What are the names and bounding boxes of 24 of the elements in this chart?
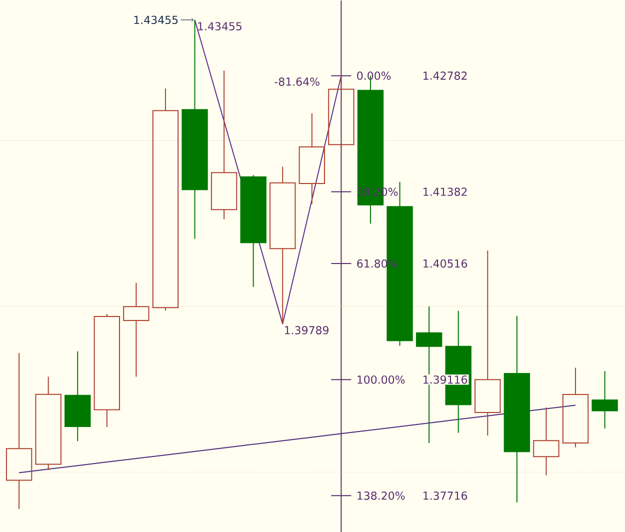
candlestick bbox=[6, 352, 32, 510]
candlestick bbox=[152, 88, 179, 311]
candlestick bbox=[210, 70, 238, 220]
annotation: 1.43455 bbox=[134, 16, 178, 24]
annotation: 138.20% bbox=[358, 491, 405, 500]
candlestick bbox=[533, 406, 560, 476]
candlestick bbox=[474, 250, 501, 436]
annotation: 0.00% bbox=[357, 71, 391, 80]
candlestick bbox=[328, 74, 354, 149]
annotation: 1.43455 bbox=[198, 22, 242, 30]
annotation: -81.64% bbox=[274, 77, 320, 86]
candlestick bbox=[270, 166, 296, 324]
candlestick bbox=[35, 376, 62, 470]
y-tick-label: 1.41382 bbox=[424, 187, 467, 196]
candlestick bbox=[94, 313, 120, 428]
annotation: 1.39789 bbox=[285, 326, 328, 334]
candlestick bbox=[298, 112, 326, 204]
y-tick-label: 1.40516 bbox=[424, 259, 468, 268]
y-tick-label: 1.42782 bbox=[424, 71, 467, 80]
candlestick bbox=[562, 367, 589, 448]
annotation: 100.00% bbox=[358, 375, 405, 384]
y-tick-label: 1.37716 bbox=[424, 491, 468, 500]
y-tick-label: 1.39116 bbox=[424, 375, 468, 384]
candlestick bbox=[123, 282, 150, 378]
